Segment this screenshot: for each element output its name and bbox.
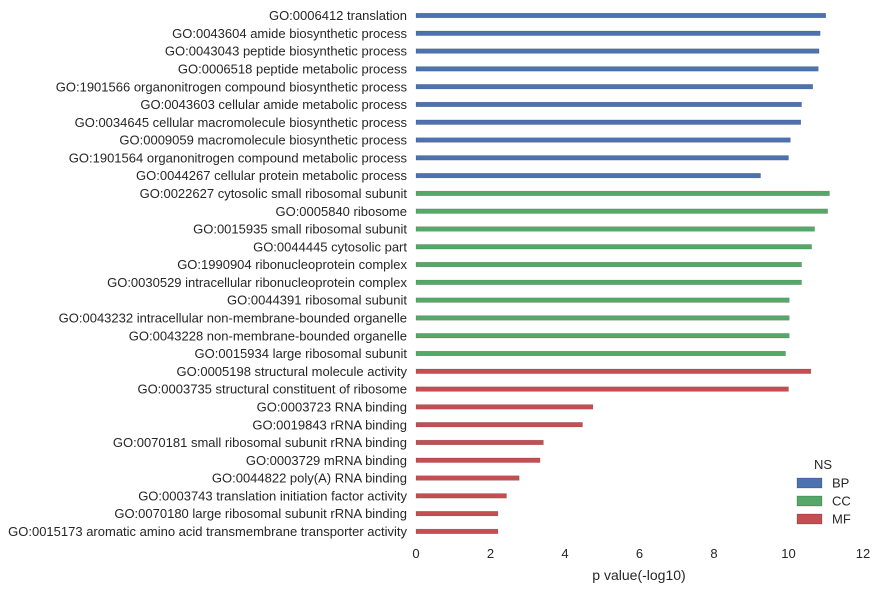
category-label: GO:0006518 peptide metabolic process xyxy=(178,61,408,76)
category-label: GO:0034645 cellular macromolecule biosyn… xyxy=(75,115,408,130)
category-label: GO:0003735 structural constituent of rib… xyxy=(137,382,407,397)
bar-cc xyxy=(415,315,790,321)
category-label: GO:0003729 mRNA binding xyxy=(246,453,407,468)
x-axis-label: p value(-log10) xyxy=(592,567,685,583)
category-labels: GO:0006412 translation GO:0043604 amide b… xyxy=(8,8,407,539)
category-label: GO:0005198 structural molecule activity xyxy=(177,364,408,379)
category-label: GO:0044391 ribosomal subunit xyxy=(227,293,407,308)
category-label: GO:0043604 amide biosynthetic process xyxy=(172,26,407,41)
x-tick-label: 8 xyxy=(710,546,717,561)
legend-swatch-bp xyxy=(796,477,823,489)
bar-bp xyxy=(415,48,820,54)
category-label: GO:0070181 small ribosomal subunit rRNA … xyxy=(113,435,407,450)
category-label: GO:0015934 large ribosomal subunit xyxy=(195,346,408,361)
bar-bp xyxy=(415,84,813,90)
bar-cc xyxy=(415,244,812,250)
category-label: GO:0070180 large ribosomal subunit rRNA … xyxy=(114,506,407,521)
x-tick-label: 4 xyxy=(561,546,568,561)
legend-title: NS xyxy=(814,457,832,472)
category-label: GO:1990904 ribonucleoprotein complex xyxy=(177,257,407,272)
bar-cc xyxy=(415,226,815,232)
bar-cc xyxy=(415,350,786,357)
legend-label-cc: CC xyxy=(832,494,851,509)
category-label: GO:1901566 organonitrogen compound biosy… xyxy=(56,79,408,94)
bar-mf xyxy=(415,386,789,392)
bar-bp xyxy=(415,101,802,108)
bar-cc xyxy=(415,297,790,303)
bar-mf xyxy=(415,404,594,410)
legend-swatch-cc xyxy=(796,495,823,507)
bar-cc xyxy=(415,262,802,268)
bar-mf xyxy=(415,528,499,534)
x-axis-ticks: 0 2 4 6 8 10 12 xyxy=(412,546,870,561)
category-label: GO:0043228 non-membrane-bounded organell… xyxy=(129,328,407,343)
category-label: GO:0044267 cellular protein metabolic pr… xyxy=(136,168,407,183)
category-label: GO:1901564 organonitrogen compound metab… xyxy=(69,150,408,165)
bar-bp xyxy=(415,173,761,179)
bar-mf xyxy=(415,457,541,463)
category-label: GO:0043603 cellular amide metabolic proc… xyxy=(140,97,407,112)
legend-label-mf: MF xyxy=(832,512,851,527)
bar-mf xyxy=(415,475,520,481)
bar-bp xyxy=(415,12,826,19)
category-label: GO:0043232 intracellular non-membrane-bo… xyxy=(59,311,407,326)
category-label: GO:0006412 translation xyxy=(269,8,407,23)
bar-mf xyxy=(415,422,583,428)
bar-mf xyxy=(415,439,544,446)
x-tick-label: 6 xyxy=(636,546,643,561)
bar-cc xyxy=(415,333,790,339)
bar-bp xyxy=(415,137,791,143)
category-label: GO:0019843 rRNA binding xyxy=(252,417,407,432)
legend: NS BP CC MF xyxy=(796,457,851,527)
bar-bp xyxy=(415,119,802,125)
category-label: GO:0044822 poly(A) RNA binding xyxy=(212,471,407,486)
x-tick-label: 12 xyxy=(856,546,870,561)
bars-layer xyxy=(415,12,830,534)
bar-cc xyxy=(415,190,830,196)
category-label: GO:0030529 intracellular ribonucleoprote… xyxy=(107,275,407,290)
bar-bp xyxy=(415,30,821,36)
category-label: GO:0015935 small ribosomal subunit xyxy=(193,222,407,237)
category-label: GO:0043043 peptide biosynthetic process xyxy=(165,44,408,59)
x-tick-label: 2 xyxy=(487,546,494,561)
x-tick-label: 10 xyxy=(781,546,795,561)
category-label: GO:0003723 RNA binding xyxy=(257,399,407,414)
category-label: GO:0044445 cytosolic part xyxy=(253,239,407,254)
category-label: GO:0015173 aromatic amino acid transmemb… xyxy=(8,524,407,539)
legend-swatch-mf xyxy=(796,513,823,525)
bar-mf xyxy=(415,493,507,499)
category-label: GO:0005840 ribosome xyxy=(275,204,407,219)
bar-mf xyxy=(415,511,499,517)
category-label: GO:0003743 translation initiation factor… xyxy=(138,488,407,503)
category-label: GO:0022627 cytosolic small ribosomal sub… xyxy=(140,186,408,201)
bar-bp xyxy=(415,155,789,161)
category-label: GO:0009059 macromolecule biosynthetic pr… xyxy=(119,133,407,148)
x-tick-label: 0 xyxy=(412,546,419,561)
bar-cc xyxy=(415,279,802,285)
bar-cc xyxy=(415,208,828,214)
bar-bp xyxy=(415,66,819,72)
legend-label-bp: BP xyxy=(832,476,849,491)
bar-mf xyxy=(415,368,812,374)
